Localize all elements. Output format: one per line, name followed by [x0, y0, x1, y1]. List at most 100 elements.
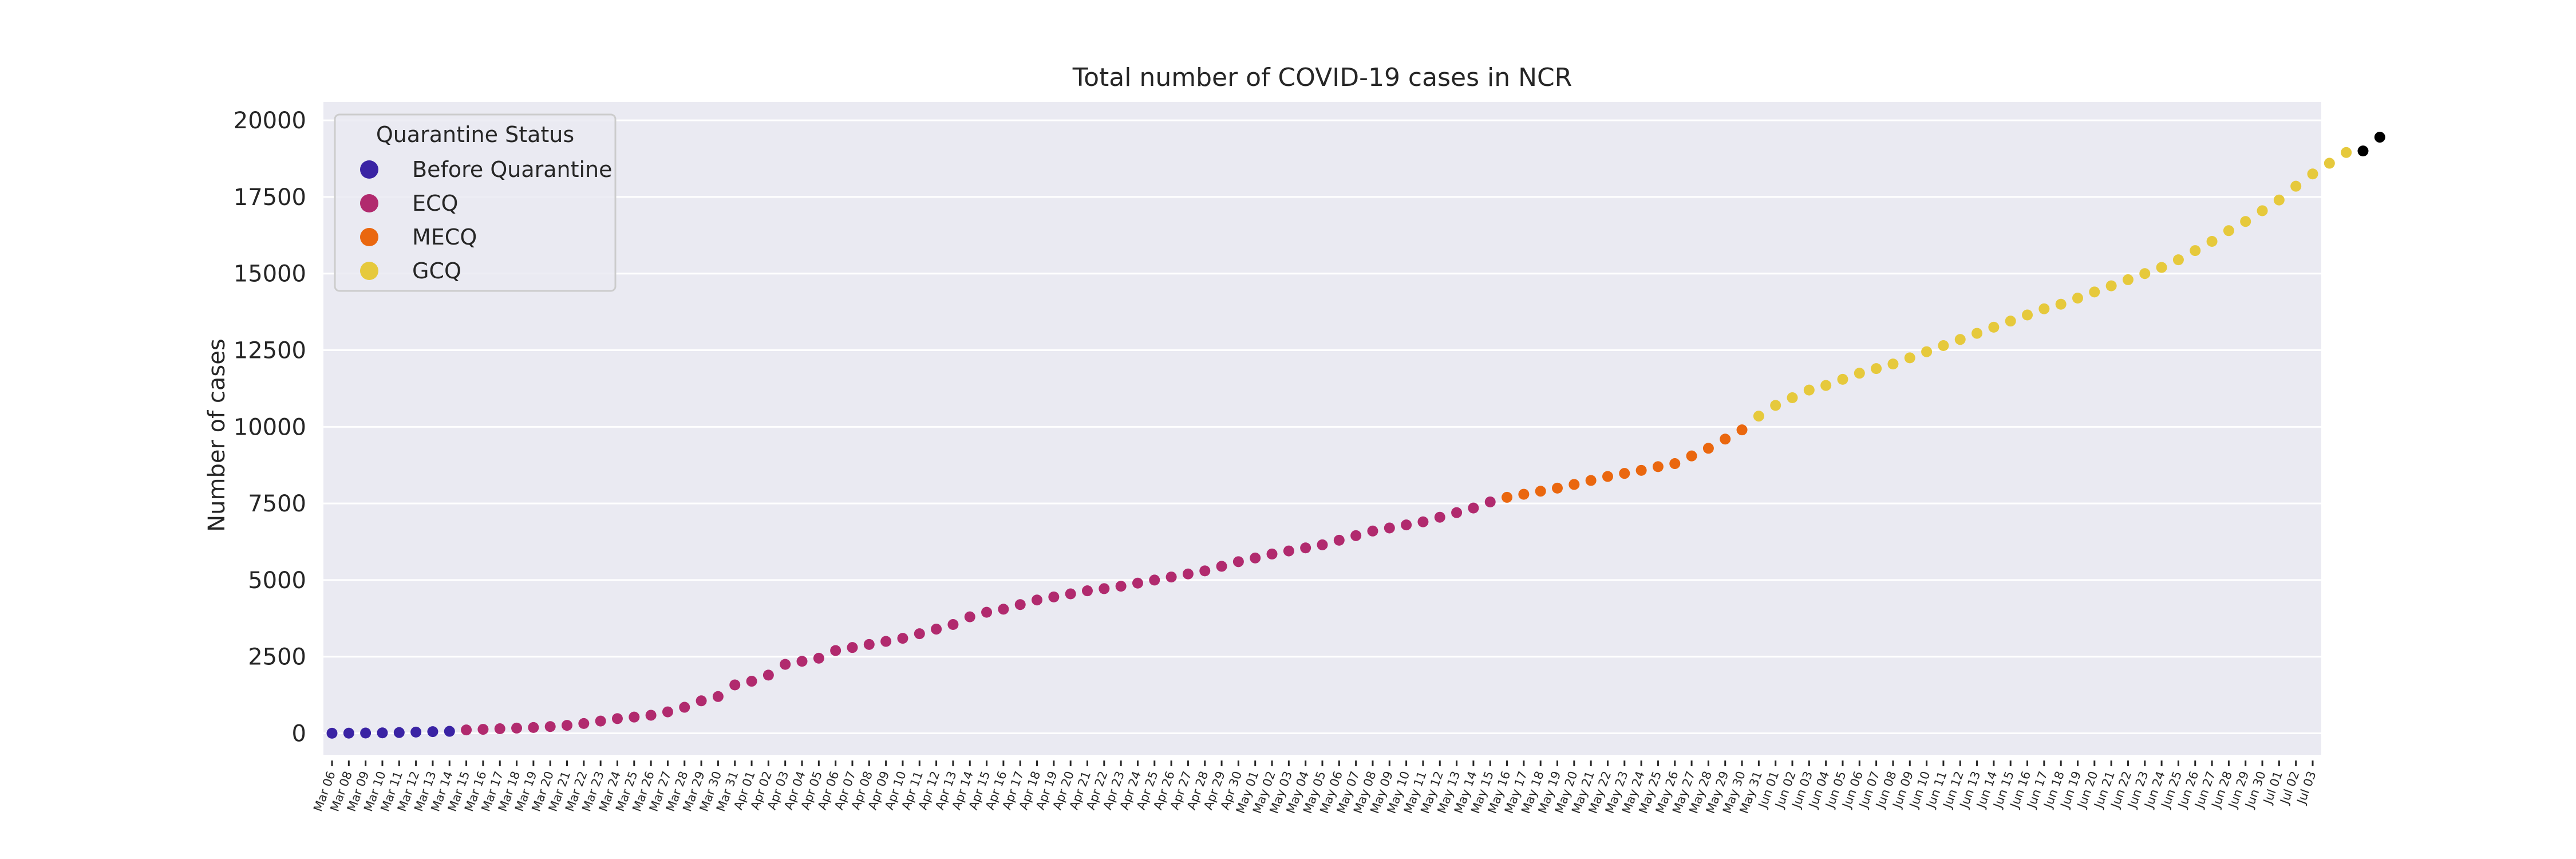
data-point-4	[393, 727, 405, 738]
data-point-84	[1736, 424, 1748, 436]
data-point-80	[1669, 458, 1681, 470]
data-point-57	[1283, 545, 1294, 557]
legend-marker-1	[360, 194, 378, 212]
data-point-19	[645, 710, 657, 721]
data-point-76	[1602, 471, 1613, 482]
data-point-43	[1048, 591, 1060, 602]
y-tick-label-2: 5000	[248, 568, 306, 594]
y-tick-label-1: 2500	[248, 644, 306, 671]
gridlines	[323, 119, 2321, 735]
data-point-91	[1854, 368, 1865, 379]
legend-label-0: Before Quarantine	[412, 157, 613, 182]
data-point-20	[662, 706, 673, 718]
data-point-38	[964, 611, 975, 622]
data-point-6	[427, 726, 438, 738]
data-point-12	[528, 722, 539, 733]
legend-box	[334, 113, 617, 292]
data-point-73	[1552, 482, 1563, 494]
data-point-13	[544, 721, 556, 732]
legend-marker-3	[360, 262, 378, 280]
y-tick-label-3: 7500	[248, 491, 306, 517]
data-point-109	[2156, 262, 2167, 273]
data-point-54	[1232, 556, 1244, 568]
data-point-115	[2257, 205, 2268, 216]
data-point-11	[511, 722, 523, 734]
data-point-48	[1132, 577, 1143, 589]
data-point-95	[1921, 346, 1933, 357]
y-tick-label-6: 15000	[234, 261, 306, 287]
data-point-22	[696, 695, 707, 707]
data-point-121	[2357, 145, 2369, 157]
data-point-40	[998, 604, 1009, 615]
data-point-97	[1954, 334, 1966, 345]
data-points	[326, 132, 2385, 739]
legend-label-1: ECQ	[412, 191, 458, 216]
data-point-108	[2139, 268, 2151, 279]
data-point-8	[461, 724, 472, 736]
data-point-71	[1518, 488, 1530, 500]
data-point-85	[1753, 411, 1764, 422]
data-point-3	[377, 727, 388, 739]
legend-label-2: MECQ	[412, 224, 477, 250]
y-axis-ticks: 0 2500 5000 7500 10000 12500 15000 17500 20000	[234, 108, 306, 747]
data-point-52	[1199, 565, 1211, 577]
data-point-15	[578, 718, 590, 729]
data-point-18	[629, 711, 640, 723]
data-point-51	[1182, 568, 1194, 580]
data-point-103	[2055, 298, 2067, 310]
data-point-100	[2005, 316, 2016, 327]
data-point-47	[1115, 581, 1127, 592]
y-tick-label-0: 0	[292, 721, 306, 747]
data-point-25	[746, 676, 757, 687]
data-point-67	[1451, 507, 1463, 518]
data-point-29	[813, 652, 824, 664]
data-point-99	[1988, 321, 2000, 333]
data-point-88	[1803, 384, 1815, 396]
data-point-72	[1535, 486, 1546, 497]
data-point-33	[880, 636, 892, 647]
data-point-56	[1266, 548, 1278, 559]
data-point-34	[897, 633, 908, 644]
data-point-120	[2341, 147, 2352, 158]
data-point-81	[1686, 450, 1697, 462]
data-point-39	[981, 606, 993, 618]
data-point-32	[863, 639, 875, 650]
data-point-111	[2190, 245, 2201, 257]
data-point-107	[2122, 274, 2134, 285]
legend: Quarantine Status Before Quarantine ECQ ME…	[334, 113, 617, 292]
data-point-102	[2038, 303, 2050, 314]
data-point-92	[1871, 363, 1882, 375]
data-point-53	[1216, 561, 1227, 572]
data-point-36	[931, 624, 942, 635]
data-point-116	[2273, 194, 2285, 206]
data-point-64	[1401, 519, 1412, 531]
data-point-44	[1065, 588, 1076, 600]
data-point-122	[2374, 132, 2385, 143]
data-point-106	[2105, 280, 2117, 291]
legend-marker-2	[360, 228, 378, 246]
data-point-98	[1971, 328, 1983, 339]
legend-label-3: GCQ	[412, 258, 461, 283]
legend-title: Quarantine Status	[376, 122, 574, 147]
data-point-96	[1938, 340, 1949, 351]
legend-marker-0	[360, 160, 378, 179]
data-point-42	[1032, 594, 1043, 606]
data-point-46	[1099, 583, 1110, 594]
data-point-24	[729, 679, 741, 691]
data-point-45	[1081, 585, 1093, 597]
y-axis-label: Number of cases	[204, 338, 230, 531]
data-point-17	[611, 713, 623, 724]
data-point-74	[1568, 479, 1580, 490]
data-point-114	[2240, 216, 2251, 227]
data-point-87	[1787, 392, 1798, 403]
data-point-41	[1014, 599, 1026, 610]
data-point-82	[1702, 443, 1714, 454]
data-point-68	[1468, 502, 1479, 514]
data-point-101	[2022, 309, 2033, 321]
data-point-16	[595, 715, 606, 727]
data-point-78	[1635, 464, 1647, 476]
y-tick-label-7: 17500	[234, 184, 306, 211]
data-point-5	[410, 726, 422, 738]
